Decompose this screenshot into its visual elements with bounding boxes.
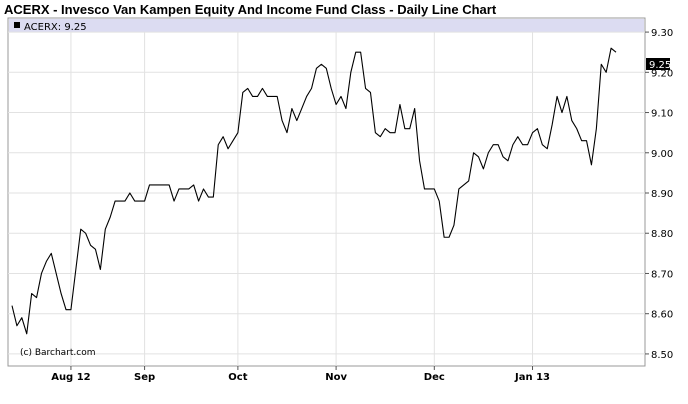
credit-label: (c) Barchart.com: [20, 348, 96, 358]
x-tick-label: Dec: [424, 372, 445, 383]
plot-area: [7, 17, 646, 367]
y-tick-label: 8.60: [651, 310, 673, 321]
legend-marker: [14, 22, 20, 28]
x-tick-label: Sep: [134, 372, 155, 383]
x-axis: Aug 12 Sep Oct Nov Dec Jan 13: [51, 366, 550, 383]
y-tick-label: 9.30: [651, 28, 673, 39]
x-tick-label: Oct: [228, 372, 247, 383]
legend-bar: [9, 19, 644, 32]
x-tick-label: Aug 12: [51, 372, 90, 383]
y-axis: 8.50 8.60 8.70 8.80 8.90 9.00 9.10 9.20 9.30: [645, 28, 673, 361]
chart-title: ACERX - Invesco Van Kampen Equity And In…: [4, 2, 497, 17]
x-tick-label: Jan 13: [514, 372, 550, 383]
y-tick-label: 9.10: [651, 109, 673, 120]
y-tick-label: 9.00: [651, 149, 673, 160]
legend-label: ACERX: 9.25: [24, 22, 87, 33]
series-line: [11, 47, 617, 335]
y-tick-label: 8.90: [651, 189, 673, 200]
y-tick-label: 8.50: [651, 350, 673, 361]
grid: [8, 31, 645, 366]
x-tick-label: Nov: [325, 372, 347, 383]
y-tick-label: 8.80: [651, 229, 673, 240]
y-tick-label: 9.20: [651, 68, 673, 79]
y-tick-label: 8.70: [651, 269, 673, 280]
last-value-box: [646, 58, 670, 70]
last-value-label: 9.25: [649, 60, 671, 71]
